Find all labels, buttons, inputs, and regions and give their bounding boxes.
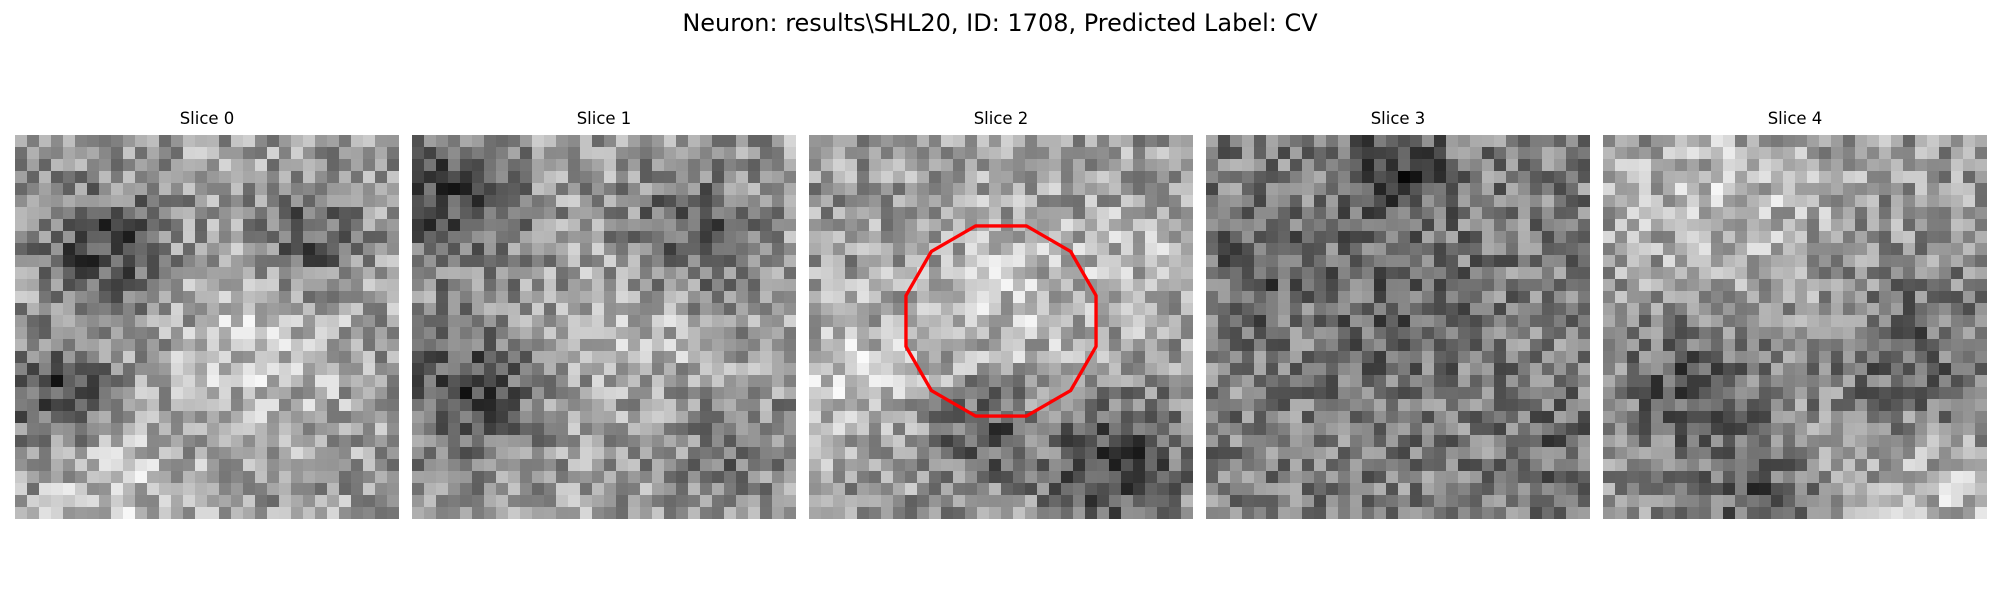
slice-image: [1603, 135, 1987, 519]
slice-panel-2: Slice 2: [809, 108, 1193, 522]
slice-panel-4: Slice 4: [1603, 108, 1987, 522]
slice-image: [809, 135, 1193, 519]
slice-title: Slice 1: [576, 109, 632, 128]
slice-panel-3: Slice 3: [1206, 108, 1590, 522]
slice-panel-0: Slice 0: [15, 108, 399, 522]
slice-image: [1206, 135, 1590, 519]
roi-outline: [904, 224, 1098, 418]
slice-title: Slice 4: [1767, 109, 1823, 128]
figure-title: Neuron: results\SHL20, ID: 1708, Predict…: [682, 9, 1318, 37]
slice-image: [412, 135, 796, 519]
slice-title: Slice 0: [179, 109, 235, 128]
slice-image: [15, 135, 399, 519]
slice-title: Slice 2: [973, 109, 1029, 128]
slice-title: Slice 3: [1370, 109, 1426, 128]
slice-panel-1: Slice 1: [412, 108, 796, 522]
